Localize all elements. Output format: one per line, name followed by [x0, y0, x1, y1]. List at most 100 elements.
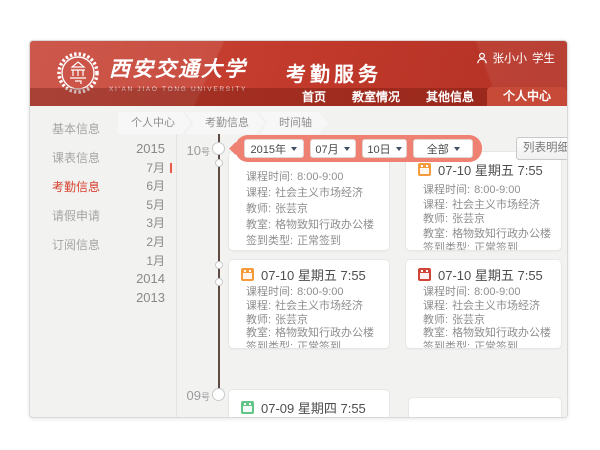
card-title: 07-10 星期五 7:55 — [438, 268, 543, 283]
user-info[interactable]: 张小小 学生 — [476, 50, 555, 66]
card-header: 07-10 星期五 7:55 — [406, 152, 561, 183]
timeline-node — [212, 388, 225, 401]
dropdown-caret-icon — [291, 146, 298, 151]
card-fields: 课程时间: 8:00-9:00 课程: 社会主义市场经济 教师: 张芸京 教室: 格物致… — [406, 183, 561, 251]
app-header: 西安交通大学 XI'AN JIAO TONG UNIVERSITY 考勤服务 张… — [30, 41, 567, 106]
month-select[interactable]: 07月 — [309, 139, 356, 158]
app-window: 西安交通大学 XI'AN JIAO TONG UNIVERSITY 考勤服务 张… — [29, 40, 568, 418]
field-signin-type: 签到类型: 正常签到 — [246, 341, 342, 349]
top-navigation: 首页 教室情况 其他信息 个人中心 — [30, 87, 567, 106]
breadcrumb-attendance-info[interactable]: 考勤信息 — [185, 112, 265, 134]
field-classroom: 教室: 格物致知行政办公楼 — [246, 219, 375, 231]
sidebar-item-subscription-info[interactable]: 订阅信息 — [52, 238, 101, 252]
sidebar-item-basic-info[interactable]: 基本信息 — [52, 122, 101, 136]
field-signin-type: 签到类型: 正常签到 — [423, 341, 519, 349]
field-course-time: 课程时间: 8:00-9:00 — [246, 286, 344, 298]
day-select[interactable]: 10日 — [361, 139, 408, 158]
card-title: 07-10 星期五 7:55 — [438, 163, 543, 178]
year-select[interactable]: 2015年 — [244, 139, 304, 158]
field-course: 课程: 社会主义市场经济 — [423, 299, 541, 312]
breadcrumb-timeline[interactable]: 时间轴 — [259, 112, 328, 134]
field-teacher: 教师: 张芸京 — [423, 313, 486, 326]
field-teacher: 教师: 张芸京 — [246, 203, 309, 215]
date-nav-month-1[interactable]: 1月 — [146, 253, 165, 268]
dropdown-caret-icon — [395, 146, 402, 151]
university-name-en: XI'AN JIAO TONG UNIVERSITY — [109, 86, 248, 93]
university-logo — [56, 51, 100, 95]
calendar-red-icon — [418, 268, 431, 281]
user-icon — [476, 52, 487, 64]
calendar-green-icon — [241, 401, 254, 414]
nav-home[interactable]: 首页 — [301, 90, 326, 104]
card-fields: 课程时间: 8:00-9:00 课程: 社会主义市场经济 教师: 张芸京 教室: 格物致… — [229, 152, 389, 250]
date-nav-month-7[interactable]: 7月 — [118, 159, 172, 178]
user-role: 学生 — [532, 53, 555, 65]
field-course: 课程: 社会主义市场经济 — [423, 198, 541, 211]
date-nav-month-3[interactable]: 3月 — [146, 216, 165, 231]
timeline-node — [215, 278, 223, 286]
university-seal-icon — [57, 52, 99, 94]
card-fields: 课程时间: 8:00-9:00 课程: 社会主义市场经济 教师: 张芸京 教室: 格物致… — [406, 286, 561, 349]
sidebar-item-leave-request[interactable]: 请假申请 — [52, 209, 101, 223]
calendar-orange-icon — [241, 268, 254, 281]
card-header: 07-10 星期五 7:55 — [229, 260, 389, 286]
card-title: 07-10 星期五 7:55 — [261, 268, 366, 283]
card-header: 07-09 星期四 7:55 — [229, 390, 389, 417]
field-signin-type: 签到类型: 正常签到 — [246, 235, 342, 247]
field-teacher: 教师: 张芸京 — [246, 313, 309, 326]
field-course: 课程: 社会主义市场经济 — [246, 299, 364, 312]
nav-other-info[interactable]: 其他信息 — [425, 90, 474, 104]
date-nav-year-2014[interactable]: 2014 — [136, 271, 165, 287]
timeline-node — [215, 159, 223, 167]
attendance-card: 07-10 星期五 7:55 课程时间: 8:00-9:00 课程: 社会主义市场经… — [405, 259, 562, 349]
attendance-card: 07-09 星期四 7:55 — [228, 389, 390, 417]
attendance-card: 课程时间: 8:00-9:00 课程: 社会主义市场经济 教师: 张芸京 教室: 格物致… — [228, 151, 390, 251]
filter-bar: 2015年 07月 10日 全部 — [229, 135, 482, 162]
sidebar-divider — [176, 112, 177, 417]
dropdown-caret-icon — [453, 146, 460, 151]
sidebar-menu: 基本信息 课表信息 考勤信息 请假申请 订阅信息 — [30, 115, 116, 260]
date-nav-month-6[interactable]: 6月 — [146, 179, 165, 194]
timeline-day-label-09: 09号 — [186, 388, 210, 403]
timeline-node — [215, 261, 223, 269]
list-detail-button[interactable]: 列表明细 — [516, 137, 567, 160]
scope-select[interactable]: 全部 — [413, 139, 473, 158]
calendar-orange-icon — [418, 163, 431, 176]
sidebar-item-attendance-info[interactable]: 考勤信息 — [52, 180, 101, 194]
date-nav-month-2[interactable]: 2月 — [146, 234, 165, 249]
field-course-time: 课程时间: 8:00-9:00 — [423, 184, 521, 196]
field-course-time: 课程时间: 8:00-9:00 — [246, 171, 344, 183]
nav-personal-center-active-tab[interactable]: 个人中心 — [486, 87, 567, 106]
breadcrumb: 个人中心 考勤信息 时间轴 — [118, 112, 322, 134]
nav-classroom-status[interactable]: 教室情况 — [351, 90, 400, 104]
field-classroom: 教室: 格物致知行政办公楼 — [423, 327, 552, 340]
breadcrumb-personal-center[interactable]: 个人中心 — [118, 112, 191, 134]
date-nav-year-2015[interactable]: 2015 — [136, 141, 165, 156]
university-name-cn: 西安交通大学 — [109, 56, 247, 81]
sidebar-item-timetable-info[interactable]: 课表信息 — [52, 151, 101, 165]
university-title-block: 西安交通大学 XI'AN JIAO TONG UNIVERSITY — [109, 53, 247, 93]
app-title: 考勤服务 — [286, 64, 382, 86]
attendance-card: 07-10 星期五 7:55 课程时间: 8:00-9:00 课程: 社会主义市场经… — [228, 259, 390, 349]
field-teacher: 教师: 张芸京 — [423, 213, 486, 225]
field-classroom: 教室: 格物致知行政办公楼 — [423, 227, 552, 240]
card-title: 07-09 星期四 7:55 — [261, 401, 366, 416]
field-classroom: 教室: 格物致知行政办公楼 — [246, 327, 375, 340]
timeline-line — [218, 112, 220, 396]
field-course: 课程: 社会主义市场经济 — [246, 187, 364, 199]
attendance-card — [408, 397, 562, 417]
date-nav-month-5[interactable]: 5月 — [146, 197, 165, 212]
date-nav: 2015 7月 6月 5月 3月 2月 1月 2014 2013 — [118, 140, 172, 307]
field-course-time: 课程时间: 8:00-9:00 — [423, 286, 521, 298]
date-nav-year-2013[interactable]: 2013 — [136, 289, 165, 305]
card-fields: 课程时间: 8:00-9:00 课程: 社会主义市场经济 教师: 张芸京 教室: 格物致… — [229, 286, 389, 349]
header-diagonal-decoration — [30, 41, 567, 106]
card-header: 07-10 星期五 7:55 — [406, 260, 561, 286]
user-name: 张小小 — [492, 53, 528, 65]
field-signin-type: 签到类型: 正常签到 — [423, 242, 519, 251]
current-month-marker — [170, 162, 172, 173]
timeline-day-label-10: 10号 — [186, 143, 210, 158]
attendance-card: 07-10 星期五 7:55 课程时间: 8:00-9:00 课程: 社会主义市场经… — [405, 151, 562, 251]
dropdown-caret-icon — [343, 146, 350, 151]
